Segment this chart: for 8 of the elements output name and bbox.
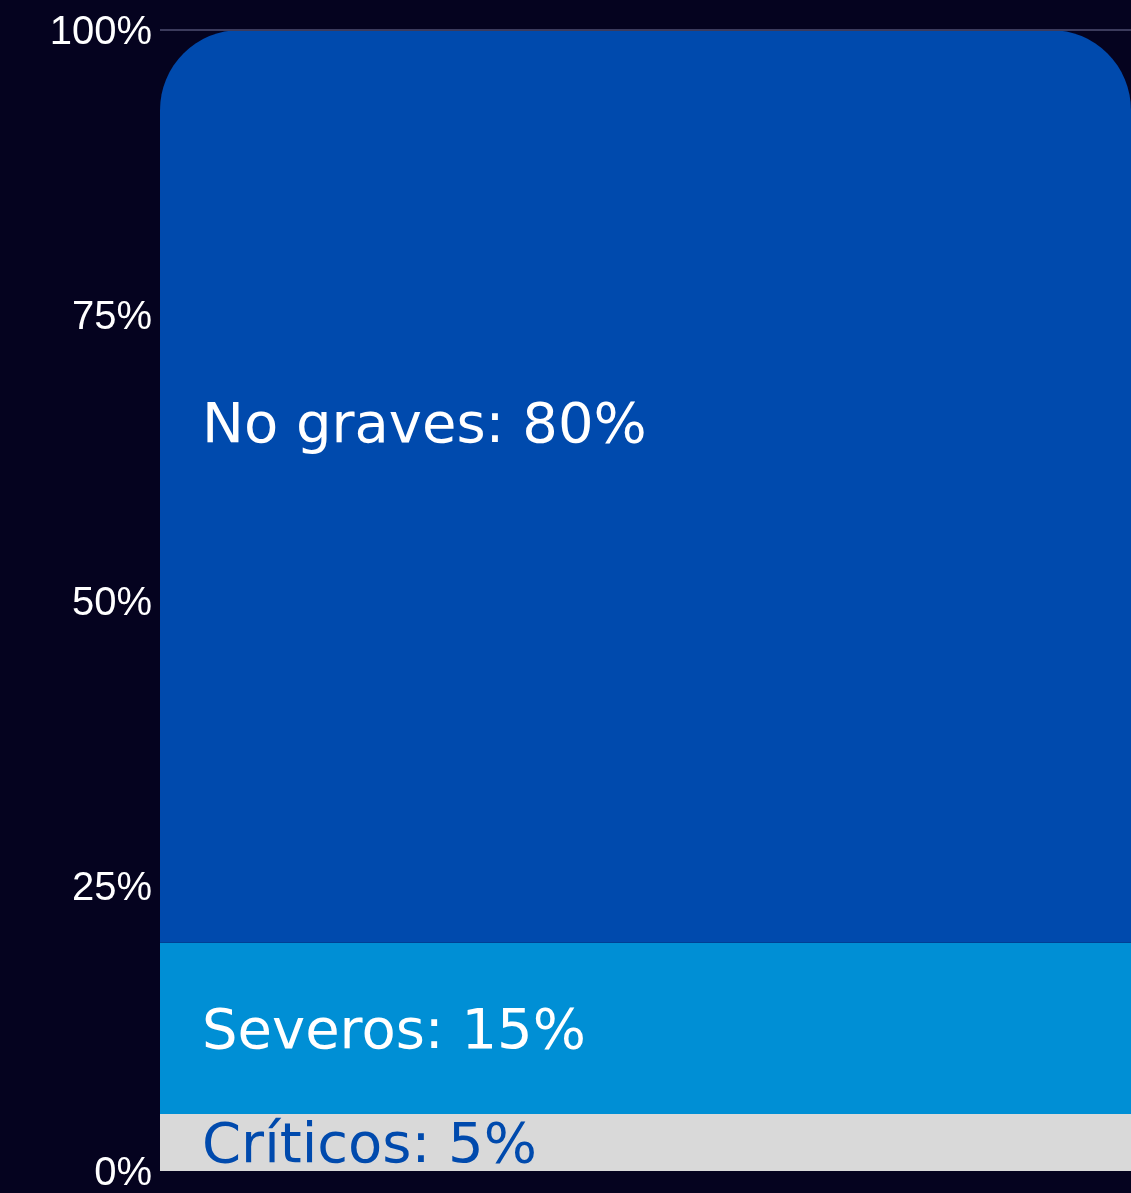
y-tick-label: 50% xyxy=(71,578,152,623)
y-tick-label: 75% xyxy=(71,293,152,338)
y-tick-label: 25% xyxy=(71,863,152,908)
data-label: Críticos: 5% xyxy=(202,1109,537,1175)
data-label: No graves: 80% xyxy=(202,390,647,455)
y-tick-label: 0% xyxy=(94,1149,152,1193)
data-label: Severos: 15% xyxy=(202,995,586,1061)
y-tick-label: 100% xyxy=(49,8,152,53)
